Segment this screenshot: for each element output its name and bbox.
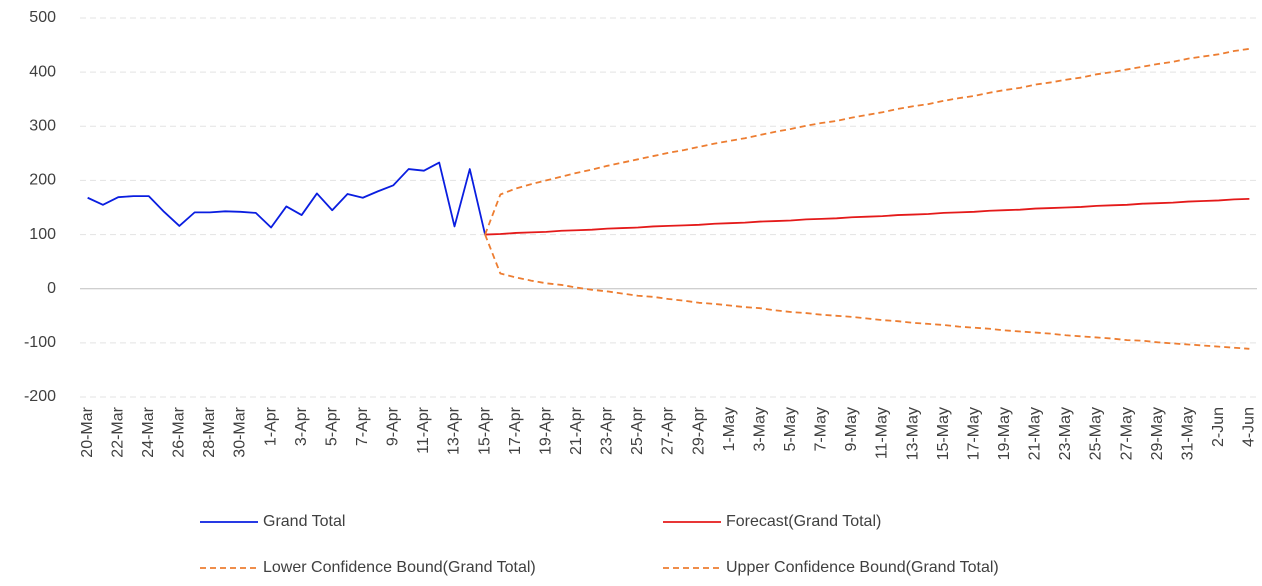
x-tick-label: 19-May bbox=[996, 407, 1013, 460]
legend-label: Lower Confidence Bound(Grand Total) bbox=[263, 559, 536, 576]
x-tick-label: 5-May bbox=[782, 407, 799, 451]
series-line bbox=[484, 47, 1250, 235]
x-tick-label: 11-May bbox=[874, 407, 891, 459]
x-tick-label: 23-Apr bbox=[599, 406, 616, 455]
x-tick-label: 4-Jun bbox=[1241, 407, 1258, 447]
x-tick-label: 29-Apr bbox=[690, 406, 707, 455]
y-tick-label: 300 bbox=[29, 118, 56, 135]
series-line bbox=[485, 197, 1250, 236]
x-tick-label: 13-Apr bbox=[446, 406, 463, 455]
x-tick-label: 17-Apr bbox=[507, 406, 524, 455]
legend-label: Grand Total bbox=[263, 513, 345, 530]
x-tick-label: 7-May bbox=[813, 407, 830, 451]
legend-label: Upper Confidence Bound(Grand Total) bbox=[726, 559, 999, 576]
x-tick-label: 13-May bbox=[904, 407, 921, 460]
x-tick-label: 2-Jun bbox=[1210, 407, 1227, 447]
y-tick-label: 200 bbox=[29, 172, 56, 189]
x-tick-label: 25-Apr bbox=[629, 406, 646, 455]
x-tick-label: 28-Mar bbox=[201, 406, 218, 457]
x-tick-label: 23-May bbox=[1057, 407, 1074, 460]
y-tick-label: -100 bbox=[24, 334, 56, 351]
x-tick-label: 17-May bbox=[965, 407, 982, 460]
x-tick-label: 26-Mar bbox=[171, 406, 188, 457]
x-tick-label: 27-May bbox=[1118, 407, 1135, 460]
x-tick-label: 9-May bbox=[843, 407, 860, 451]
x-tick-label: 1-Apr bbox=[262, 406, 279, 446]
x-tick-label: 31-May bbox=[1179, 407, 1196, 460]
x-tick-label: 22-Mar bbox=[109, 406, 126, 457]
x-tick-label: 15-Apr bbox=[476, 406, 493, 455]
x-tick-label: 30-Mar bbox=[232, 406, 249, 457]
x-tick-label: 3-May bbox=[751, 407, 768, 451]
x-tick-label: 19-Apr bbox=[537, 406, 554, 455]
x-tick-label: 21-May bbox=[1027, 407, 1044, 460]
y-tick-label: 400 bbox=[29, 63, 56, 80]
x-tick-label: 5-Apr bbox=[323, 406, 340, 446]
x-tick-label: 3-Apr bbox=[293, 406, 310, 446]
x-tick-label: 11-Apr bbox=[415, 406, 432, 454]
y-tick-label: 100 bbox=[29, 226, 56, 243]
x-tick-label: 1-May bbox=[721, 407, 738, 451]
series-line bbox=[87, 161, 486, 235]
x-tick-label: 21-Apr bbox=[568, 406, 585, 455]
series-line bbox=[484, 234, 1250, 350]
x-tick-label: 27-Apr bbox=[660, 406, 677, 455]
x-tick-label: 15-May bbox=[935, 407, 952, 460]
y-tick-label: 500 bbox=[29, 9, 56, 26]
y-tick-label: 0 bbox=[47, 280, 56, 297]
x-tick-label: 25-May bbox=[1088, 407, 1105, 460]
x-tick-label: 9-Apr bbox=[385, 406, 402, 446]
x-tick-label: 29-May bbox=[1149, 407, 1166, 460]
x-tick-label: 24-Mar bbox=[140, 406, 157, 457]
y-tick-label: -200 bbox=[24, 388, 56, 405]
legend-label: Forecast(Grand Total) bbox=[726, 513, 881, 530]
x-tick-label: 20-Mar bbox=[79, 406, 96, 457]
x-tick-label: 7-Apr bbox=[354, 406, 371, 446]
